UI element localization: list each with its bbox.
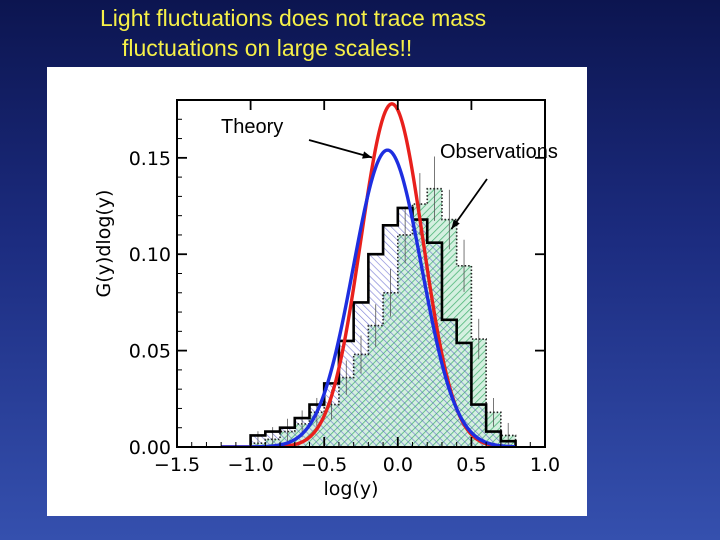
- annotation-theory: Theory: [221, 116, 284, 138]
- observations-arrow: [450, 178, 488, 230]
- y-axis-label: G(y)dlog(y): [93, 190, 115, 298]
- x-tick-label: −1.5: [154, 454, 200, 476]
- observation-histogram-green-outline: [249, 187, 517, 447]
- y-tick-label: 0.15: [129, 148, 171, 170]
- x-tick-label: −1.0: [228, 454, 274, 476]
- slide-title-line-2: fluctuations on large scales!!: [122, 35, 413, 61]
- x-tick-label: 0.0: [383, 454, 413, 476]
- x-tick-label: 0.5: [456, 454, 486, 476]
- observation-histogram-black-outline: [249, 206, 517, 447]
- x-tick-label: −0.5: [301, 454, 347, 476]
- chart-figure: −1.5 −1.0 −0.5 0.0 0.5 1.0 0.00 0.05 0.10 0.15 log…: [47, 67, 587, 516]
- theory-arrow: [308, 139, 373, 159]
- y-tick-label: 0.05: [129, 341, 171, 363]
- annotation-observations: Observations: [440, 141, 558, 163]
- x-tick-label: 1.0: [530, 454, 560, 476]
- y-tick-label: 0.10: [129, 244, 171, 266]
- slide-title-line-1: Light fluctuations does not trace mass: [100, 5, 487, 31]
- histogram-chart: −1.5 −1.0 −0.5 0.0 0.5 1.0 0.00 0.05 0.10 0.15 log…: [93, 99, 560, 500]
- y-tick-label: 0.00: [129, 437, 171, 459]
- theory-arrow-head: [362, 151, 373, 159]
- x-axis-label: log(y): [323, 478, 378, 500]
- observations-arrow-head: [451, 219, 460, 230]
